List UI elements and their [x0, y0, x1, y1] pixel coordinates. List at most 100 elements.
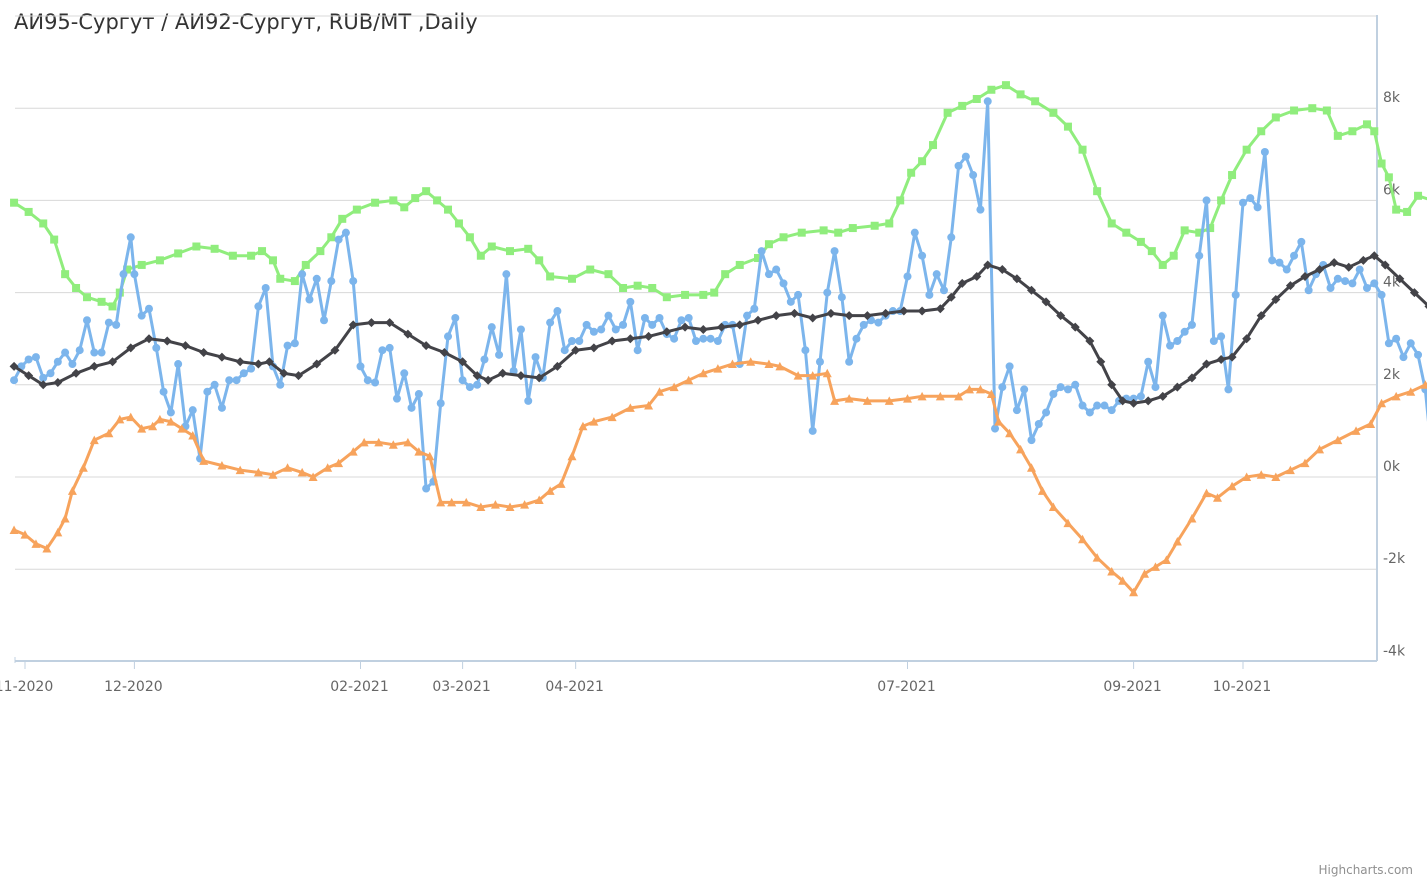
data-point: [1271, 113, 1280, 122]
data-point: [983, 260, 993, 270]
data-point: [764, 270, 773, 279]
data-point: [465, 233, 474, 242]
data-point: [1341, 277, 1350, 286]
data-point: [1348, 279, 1357, 288]
data-point: [786, 297, 795, 306]
data-point: [217, 460, 227, 470]
data-point: [31, 353, 40, 362]
data-point: [819, 226, 828, 235]
data-point: [490, 500, 500, 509]
data-point: [97, 348, 106, 357]
data-point: [290, 277, 299, 286]
data-point: [1180, 226, 1189, 235]
data-point: [943, 108, 952, 117]
data-point: [1228, 171, 1237, 180]
data-point: [341, 228, 350, 237]
data-point: [910, 228, 919, 237]
data-point: [1384, 339, 1393, 348]
data-point: [115, 414, 125, 424]
data-point: [487, 242, 496, 251]
data-point: [961, 152, 970, 161]
data-point: [144, 334, 154, 344]
data-point: [264, 357, 274, 367]
data-point: [1242, 145, 1251, 154]
data-point: [917, 391, 927, 401]
x-tick-label: 11-2020: [0, 679, 53, 695]
data-point: [126, 233, 135, 242]
data-point: [983, 97, 992, 106]
data-point: [1005, 362, 1014, 371]
data-point: [1217, 196, 1226, 205]
data-point: [1202, 196, 1211, 205]
data-point: [162, 336, 172, 346]
data-point: [476, 502, 486, 511]
data-point: [283, 463, 293, 472]
data-point: [421, 341, 431, 351]
data-point: [247, 251, 256, 260]
data-point: [371, 378, 380, 387]
data-point: [546, 318, 555, 327]
data-point: [1282, 265, 1291, 274]
data-point: [1227, 481, 1237, 491]
data-point: [188, 406, 197, 415]
data-point: [60, 513, 70, 523]
data-point: [1056, 311, 1066, 321]
series-triangle: [9, 357, 1427, 597]
data-point: [316, 247, 325, 256]
data-point: [180, 341, 190, 351]
data-point: [1217, 332, 1226, 341]
data-point: [334, 458, 344, 468]
series-line: [12, 83, 1427, 308]
data-point: [352, 205, 361, 214]
data-point: [349, 277, 358, 286]
data-point: [947, 233, 956, 242]
data-point: [994, 417, 1004, 426]
data-point: [89, 435, 99, 445]
data-point: [1001, 81, 1010, 90]
data-point: [772, 265, 781, 274]
data-point: [925, 290, 934, 299]
data-point: [975, 384, 985, 394]
data-point: [648, 283, 657, 292]
data-point: [1227, 352, 1237, 362]
data-point: [137, 424, 147, 433]
data-point: [976, 205, 985, 214]
data-point: [1399, 353, 1408, 362]
data-point: [520, 500, 530, 509]
data-point: [1143, 396, 1153, 406]
data-point: [619, 283, 628, 292]
data-point: [896, 196, 905, 205]
data-point: [480, 355, 489, 364]
data-point: [359, 437, 369, 447]
data-point: [1315, 265, 1325, 275]
data-point: [764, 359, 774, 369]
data-point: [586, 265, 595, 274]
data-point: [9, 361, 19, 371]
data-point: [1414, 350, 1423, 359]
data-point: [458, 357, 468, 367]
y-tick-label: 8k: [1383, 90, 1401, 106]
data-point: [1268, 256, 1277, 265]
data-point: [1020, 385, 1029, 394]
data-point: [1147, 247, 1156, 256]
data-point: [1016, 90, 1025, 99]
data-point: [53, 357, 62, 366]
data-point: [268, 470, 278, 479]
highcharts-credit[interactable]: Highcharts.com: [1318, 863, 1413, 877]
data-point: [378, 346, 387, 355]
data-point: [1005, 428, 1015, 438]
data-point: [1034, 419, 1043, 428]
data-point: [957, 278, 967, 288]
data-point: [1173, 337, 1182, 346]
data-point: [174, 249, 183, 258]
data-point: [389, 196, 398, 205]
data-point: [108, 302, 117, 311]
data-point: [283, 341, 292, 350]
data-point: [859, 320, 868, 329]
data-point: [312, 274, 321, 283]
data-point: [552, 361, 562, 371]
data-point: [699, 334, 708, 343]
data-point: [793, 371, 803, 380]
data-point: [830, 247, 839, 256]
data-point: [1257, 127, 1266, 136]
